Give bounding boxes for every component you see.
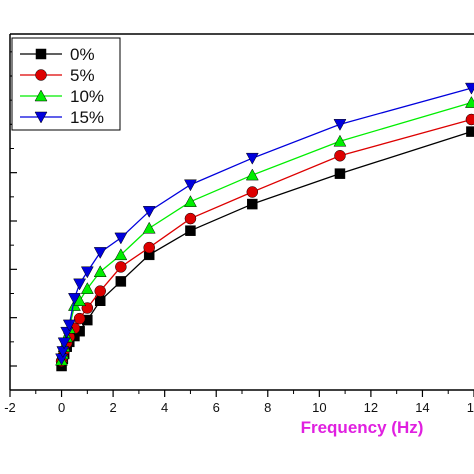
data-point	[94, 295, 106, 306]
data-point	[143, 241, 155, 254]
data-point	[184, 179, 197, 192]
legend-marker	[35, 48, 47, 60]
series-line	[60, 101, 472, 361]
data-point	[68, 293, 81, 305]
data-point	[115, 261, 127, 273]
x-tick-label: 6	[213, 400, 220, 415]
legend-label: 10%	[70, 87, 104, 106]
x-tick-label: 14	[415, 400, 429, 415]
data-point	[333, 134, 347, 147]
data-point	[465, 113, 474, 126]
data-point	[465, 96, 474, 108]
legend-label: 15%	[70, 108, 104, 127]
x-tick-label: 2	[109, 400, 116, 415]
data-point	[184, 212, 197, 225]
x-tick-label: 8	[264, 400, 271, 415]
legend-marker	[34, 111, 48, 124]
legend-label: 0%	[70, 45, 95, 64]
legend-label: 5%	[70, 66, 95, 85]
legend-marker	[35, 69, 47, 81]
x-tick-label: 4	[161, 400, 168, 415]
series-2	[55, 96, 474, 366]
data-point	[245, 152, 259, 165]
x-tick-label: 10	[312, 400, 326, 415]
series-layer	[55, 82, 474, 372]
data-point	[246, 186, 259, 198]
data-point	[247, 198, 258, 210]
data-point	[80, 282, 94, 294]
data-point	[142, 221, 156, 234]
legend: 0% 5% 10% 15%	[11, 37, 121, 131]
x-tick-label: 12	[364, 400, 378, 415]
data-point	[142, 206, 156, 218]
data-point	[94, 285, 106, 297]
data-point	[334, 150, 346, 162]
series-line	[60, 87, 472, 359]
legend-marker	[34, 89, 48, 102]
data-point	[333, 119, 347, 131]
series-0	[56, 126, 474, 372]
data-point	[114, 232, 128, 245]
data-point	[73, 312, 86, 325]
data-point	[62, 319, 76, 332]
data-point	[57, 337, 71, 350]
data-point	[184, 195, 197, 207]
data-point	[334, 168, 346, 179]
series-line	[60, 130, 472, 367]
data-point	[185, 225, 196, 236]
data-point	[93, 247, 107, 259]
data-point	[466, 126, 474, 137]
legend-box	[11, 37, 121, 131]
series-3	[55, 82, 474, 366]
x-axis-label: Frequency (Hz)	[301, 418, 424, 437]
data-point	[93, 265, 107, 277]
data-point	[73, 278, 87, 291]
x-tick-label: -2	[4, 400, 16, 415]
x-tick-label: 16	[467, 400, 474, 415]
data-point	[114, 248, 128, 261]
data-point	[465, 82, 474, 95]
x-tick-label: 0	[58, 400, 65, 415]
data-point	[245, 168, 259, 181]
data-point	[115, 276, 127, 287]
data-point	[80, 266, 94, 279]
